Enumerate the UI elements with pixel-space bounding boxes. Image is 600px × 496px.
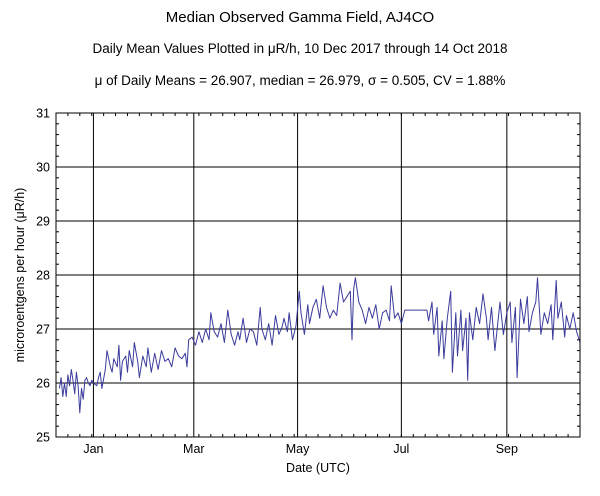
y-tick-label: 30: [36, 161, 50, 175]
chart-statistics: μ of Daily Means = 26.907, median = 26.9…: [94, 73, 506, 88]
y-tick-label: 25: [36, 431, 50, 445]
x-tick-label: Jan: [83, 442, 103, 456]
y-tick-labels: 25 26 27 28 29 30 31: [36, 107, 50, 445]
y-tick-label: 28: [36, 269, 50, 283]
y-axis-label: microroentgens per hour (μR/h): [13, 188, 27, 363]
y-tick-label: 26: [36, 377, 50, 391]
x-tick-label: Mar: [183, 442, 205, 456]
x-axis-label: Date (UTC): [286, 461, 350, 475]
x-tick-label: Jul: [393, 442, 409, 456]
y-tick-label: 29: [36, 215, 50, 229]
y-tick-label: 31: [36, 107, 50, 121]
grid-lines: [56, 113, 580, 437]
x-tick-labels: Jan Mar May Jul Sep: [83, 442, 518, 456]
series-line: [58, 277, 581, 414]
chart-title: Median Observed Gamma Field, AJ4CO: [165, 9, 435, 26]
chart-subtitle: Daily Mean Values Plotted in μR/h, 10 De…: [92, 41, 508, 56]
plot-frame: [55, 112, 581, 438]
y-tick-label: 27: [36, 323, 50, 337]
x-tick-label: Sep: [496, 442, 518, 456]
series-group: [58, 277, 581, 414]
x-tick-label: May: [286, 442, 310, 456]
